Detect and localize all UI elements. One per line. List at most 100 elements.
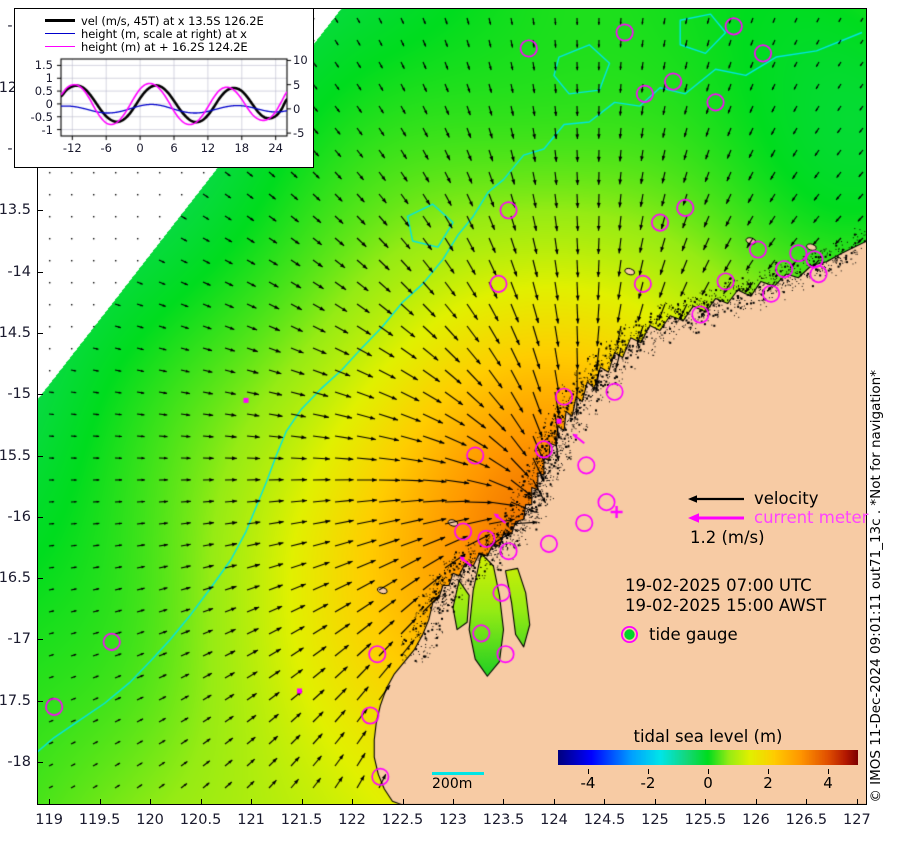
x-axis-tick: [604, 799, 606, 805]
velocity-legend-label: velocity: [754, 489, 819, 508]
x-axis-tick: [806, 799, 808, 805]
x-axis-tick: [352, 799, 354, 805]
inset-y2-tick-label: 5: [293, 77, 301, 92]
inset-plot-canvas: [15, 9, 315, 169]
colorbar-ticks: -4 -2 0 2 4: [558, 769, 858, 792]
y-axis-label: -14: [7, 263, 31, 280]
y-axis-tick: [37, 271, 43, 273]
colorbar-tick: [648, 769, 649, 774]
colorbar: tidal sea level (m) -4 -2 0 2 4: [558, 727, 858, 792]
y-axis-label: -15: [7, 386, 31, 403]
x-axis-tick: [856, 799, 858, 805]
inset-legend-swatch: [45, 33, 75, 34]
timestamp-utc: 19-02-2025 07:00 UTC: [625, 576, 812, 595]
colorbar-tick-label: 2: [763, 774, 773, 792]
y-axis-label: -17: [7, 631, 31, 648]
x-axis-tick: [402, 799, 404, 805]
x-axis-tick: [301, 799, 303, 805]
inset-x-tick-label: -12: [62, 141, 82, 155]
colorbar-tick: [828, 769, 829, 774]
x-axis-label: 120.5: [179, 812, 222, 828]
inset-y-tick-label: 1: [45, 71, 53, 86]
x-axis-tick: [553, 799, 555, 805]
colorbar-tick-label: 0: [703, 774, 713, 792]
x-axis-label: 124: [540, 812, 568, 828]
x-axis-label: 120: [136, 812, 164, 828]
scale-bar-line: [432, 772, 484, 775]
y-axis-label: -14.5: [0, 324, 31, 341]
inset-x-tick-label: 6: [170, 141, 178, 155]
x-axis-label: 119.5: [78, 812, 121, 828]
inset-y-tick-label: 1.5: [34, 58, 53, 73]
tide-gauge-legend-label: tide gauge: [649, 625, 738, 644]
scale-bar-label: 200m: [432, 776, 473, 792]
x-axis-label: 123.5: [482, 812, 525, 828]
inset-legend: vel (m/s, 45T) at x 13.5S 126.2E height (…: [45, 13, 264, 54]
inset-x-tick-label: 12: [200, 141, 216, 155]
timestamp-block: 19-02-2025 07:00 UTC 19-02-2025 15:00 AW…: [625, 576, 826, 616]
y-axis-label: -17.5: [0, 692, 31, 709]
inset-y2-tick-label: 0: [293, 101, 301, 116]
scale-bar: 200m: [432, 772, 484, 792]
current-meter-arrow-icon: [688, 512, 744, 523]
x-axis-label: 119: [35, 812, 63, 828]
y-axis-label: -13.5: [0, 202, 31, 219]
colorbar-tick-label: 4: [823, 774, 833, 792]
y-axis-tick: [37, 455, 43, 457]
colorbar-tick-label: -4: [580, 774, 596, 792]
y-axis-tick: [37, 762, 43, 764]
x-axis-tick: [705, 799, 707, 805]
x-axis-label: 126.5: [785, 812, 828, 828]
inset-x-tick-label: 18: [234, 141, 250, 155]
tide-gauge-icon: [621, 626, 638, 643]
x-axis-label: 126: [742, 812, 770, 828]
x-axis-label: 121.5: [280, 812, 323, 828]
x-axis-label: 122.5: [381, 812, 424, 828]
x-axis-tick: [49, 799, 51, 805]
y-axis-tick: [37, 516, 43, 518]
y-axis-label: -18: [7, 754, 31, 771]
inset-y2-tick-label: 10: [293, 53, 308, 68]
x-axis-label: 127: [843, 812, 871, 828]
x-axis-label: 125: [641, 812, 669, 828]
x-axis-label: 124.5: [583, 812, 626, 828]
x-axis-tick: [453, 799, 454, 805]
colorbar-tick: [588, 769, 589, 774]
inset-legend-label: height (m, scale at right) at x: [81, 26, 247, 41]
x-axis-label: 122: [338, 812, 366, 828]
velocity-arrow-icon: [688, 494, 744, 503]
x-axis-tick: [755, 799, 757, 805]
inset-legend-swatch: [45, 19, 75, 22]
current-meter-legend-label: current meter: [754, 508, 869, 527]
x-axis-label: 123: [439, 812, 467, 828]
inset-legend-item: vel (m/s, 45T) at x 13.5S 126.2E: [45, 13, 264, 28]
colorbar-gradient: [558, 750, 858, 765]
y-axis-tick: [37, 210, 43, 212]
inset-legend-swatch: [45, 46, 75, 47]
y-axis-label: -15.5: [0, 447, 31, 464]
inset-legend-label: height (m) at + 16.2S 124.2E: [81, 39, 248, 54]
colorbar-tick-label: -2: [640, 774, 656, 792]
x-axis-label: 121: [237, 812, 265, 828]
inset-x-tick-label: 0: [136, 141, 144, 155]
inset-x-tick-label: 24: [268, 141, 284, 155]
tidal-timeseries-inset[interactable]: vel (m/s, 45T) at x 13.5S 126.2E height (…: [14, 8, 315, 169]
inset-legend-label: vel (m/s, 45T) at x 13.5S 126.2E: [81, 13, 264, 28]
x-axis-tick: [251, 799, 253, 805]
inset-y-tick-label: 0: [45, 96, 53, 111]
map-plot-area[interactable]: [37, 8, 867, 805]
y-axis-tick: [37, 394, 43, 396]
x-axis-tick: [200, 799, 202, 805]
x-axis-tick: [654, 799, 656, 805]
inset-x-tick-label: -6: [100, 141, 112, 155]
inset-legend-item: height (m, scale at right) at x: [45, 26, 264, 41]
x-axis-tick: [150, 799, 152, 805]
timestamp-local: 19-02-2025 15:00 AWST: [625, 596, 827, 615]
y-axis-tick: [37, 332, 43, 334]
velocity-legend: velocity current meter: [688, 489, 868, 527]
y-axis-tick: [37, 700, 43, 702]
current-meter-legend-row: current meter: [688, 508, 868, 527]
colorbar-tick: [768, 769, 769, 774]
colorbar-title: tidal sea level (m): [633, 727, 783, 746]
